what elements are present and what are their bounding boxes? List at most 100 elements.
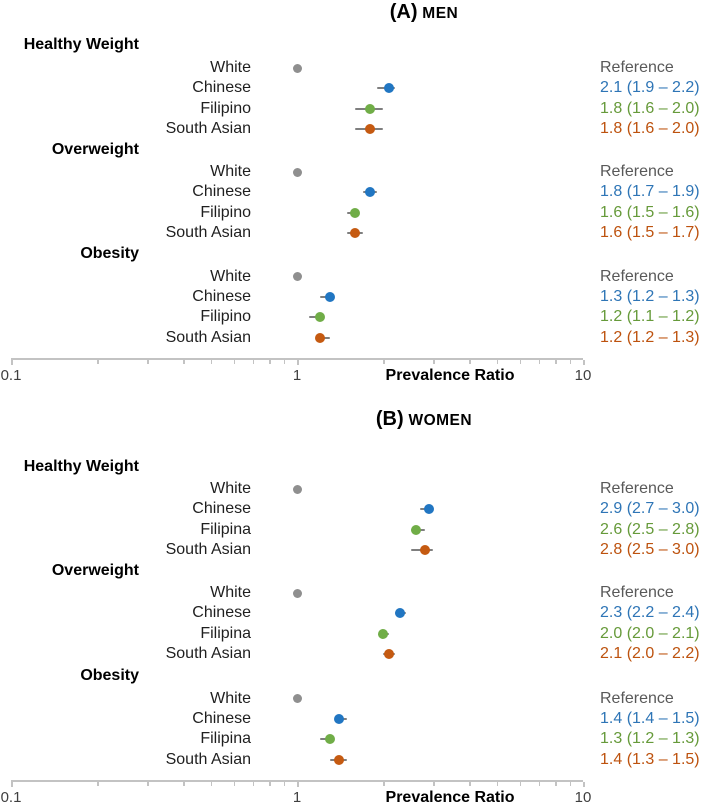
data-point-marker xyxy=(292,484,302,494)
data-point-marker xyxy=(292,63,302,73)
x-axis-tick xyxy=(569,359,572,364)
value-label: 1.2 (1.2 – 1.3) xyxy=(600,328,700,346)
row-group-label: White xyxy=(210,584,251,601)
row-group-label: White xyxy=(210,59,251,76)
confidence-interval-line xyxy=(420,508,434,511)
data-point-marker xyxy=(292,588,302,598)
confidence-interval-line xyxy=(410,549,434,552)
x-axis-tick xyxy=(538,781,541,786)
x-axis-tick xyxy=(583,781,585,787)
x-axis-tick xyxy=(269,359,271,364)
data-point-marker xyxy=(350,207,361,218)
row-group-label: South Asian xyxy=(165,541,251,559)
x-axis-tick xyxy=(252,781,255,786)
confidence-interval-line xyxy=(355,128,384,131)
confidence-interval-line xyxy=(329,758,348,761)
x-axis-tick xyxy=(569,781,572,786)
x-axis-title: Prevalence Ratio xyxy=(385,789,515,806)
x-axis-tick xyxy=(252,359,255,364)
x-axis-tick xyxy=(555,781,557,786)
data-point-marker xyxy=(333,754,344,765)
data-point-marker xyxy=(384,649,395,660)
value-label: Reference xyxy=(600,163,674,180)
row-group-label: South Asian xyxy=(165,750,251,768)
panel-title-prefix: (B) xyxy=(375,408,404,430)
x-axis-tick xyxy=(210,359,213,364)
x-axis-tick xyxy=(97,359,99,364)
section-header: Obesity xyxy=(80,245,139,262)
confidence-interval-line xyxy=(394,612,406,615)
value-label: 1.4 (1.3 – 1.5) xyxy=(600,750,700,768)
x-axis-tick xyxy=(519,359,522,364)
value-label: Reference xyxy=(600,267,674,285)
data-point-marker xyxy=(365,187,375,198)
x-axis-tick xyxy=(538,359,541,364)
value-label: 1.3 (1.2 – 1.3) xyxy=(600,730,700,748)
data-point-marker xyxy=(419,545,430,556)
x-axis-tick-label: 1 xyxy=(292,789,302,806)
x-axis-tick xyxy=(496,781,499,786)
value-label: Reference xyxy=(600,689,674,707)
confidence-interval-line xyxy=(308,316,320,319)
data-point-marker xyxy=(395,608,406,619)
data-point-marker xyxy=(410,524,421,535)
x-axis-tick xyxy=(555,359,557,364)
value-label: Reference xyxy=(600,59,674,76)
x-axis-tick-label: 0.1 xyxy=(0,367,22,384)
x-axis-tick xyxy=(297,359,299,365)
panel-title-word: MEN xyxy=(417,5,459,22)
x-axis-tick xyxy=(469,359,471,364)
x-axis-tick xyxy=(183,359,185,364)
x-axis-tick xyxy=(97,781,99,786)
data-point-marker xyxy=(365,124,375,135)
row-group-label: Chinese xyxy=(192,500,251,518)
row-group-label: Chinese xyxy=(192,79,251,97)
confidence-interval-line xyxy=(319,295,330,298)
x-axis-tick xyxy=(583,359,585,365)
row-group-label: Filipino xyxy=(200,99,251,117)
value-label: 1.3 (1.2 – 1.3) xyxy=(600,287,700,305)
data-point-marker xyxy=(324,734,335,745)
value-label: Reference xyxy=(600,584,674,601)
section-header: Obesity xyxy=(80,667,139,684)
row-group-label: Filipina xyxy=(200,624,251,642)
data-point-marker xyxy=(314,312,325,323)
row-group-label: White xyxy=(210,689,251,707)
value-label: 1.8 (1.6 – 2.0) xyxy=(600,99,700,117)
x-axis-tick xyxy=(496,359,499,364)
section-header: Healthy Weight xyxy=(23,457,139,475)
row-group-label: Filipina xyxy=(200,730,251,748)
x-axis-tick xyxy=(269,781,271,786)
value-label: 1.4 (1.4 – 1.5) xyxy=(600,709,700,727)
data-point-marker xyxy=(314,332,325,343)
row-group-label: Chinese xyxy=(192,287,251,305)
x-axis-tick-label: 10 xyxy=(574,789,592,806)
value-label: 2.8 (2.5 – 3.0) xyxy=(600,541,700,559)
data-point-marker xyxy=(292,694,302,703)
value-label: 1.2 (1.1 – 1.2) xyxy=(600,308,700,326)
x-axis-tick xyxy=(210,781,213,786)
x-axis-title: Prevalence Ratio xyxy=(385,367,515,384)
panel-title: (A) MEN xyxy=(140,1,708,24)
confidence-interval-line xyxy=(376,87,395,90)
data-point-marker xyxy=(378,628,389,639)
section-header: Overweight xyxy=(51,140,139,158)
value-label: 1.6 (1.5 – 1.6) xyxy=(600,203,700,221)
row-group-label: White xyxy=(210,480,251,497)
value-label: 2.1 (1.9 – 2.2) xyxy=(600,79,700,97)
panel-title-word: WOMEN xyxy=(403,412,473,429)
x-axis-tick xyxy=(297,359,299,364)
confidence-interval-line xyxy=(319,336,330,339)
x-axis-tick xyxy=(383,781,385,786)
x-axis-tick xyxy=(147,781,149,786)
value-label: 1.8 (1.7 – 1.9) xyxy=(600,183,700,201)
x-axis-tick xyxy=(183,781,185,786)
x-axis-tick xyxy=(147,359,149,364)
data-point-marker xyxy=(292,167,302,177)
x-axis-tick xyxy=(469,781,471,786)
confidence-interval-line xyxy=(383,632,390,635)
x-axis-tick xyxy=(297,781,299,786)
value-label: 1.8 (1.6 – 2.0) xyxy=(600,120,700,138)
x-axis-tick xyxy=(383,359,385,364)
